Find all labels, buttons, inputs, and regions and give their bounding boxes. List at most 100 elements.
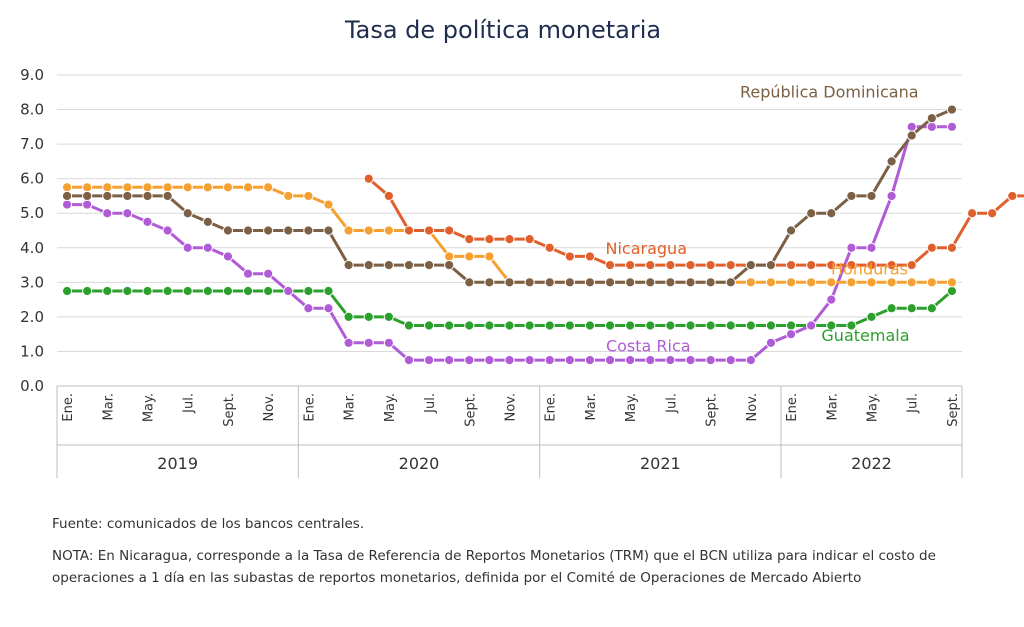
data-point-guatemala <box>61 285 73 297</box>
data-point-nicaragua <box>524 234 535 245</box>
data-point-republica-dominicana <box>363 259 374 271</box>
data-point-nicaragua <box>604 259 616 271</box>
data-point-costa-rica <box>906 121 917 132</box>
data-point-honduras <box>866 277 877 288</box>
data-point-republica-dominicana <box>604 277 616 288</box>
series-label: Honduras <box>831 260 908 279</box>
data-point-guatemala <box>524 320 535 331</box>
y-tick-label: 9.0 <box>20 66 44 84</box>
data-point-honduras <box>242 182 254 193</box>
data-point-costa-rica <box>946 121 958 132</box>
data-point-nicaragua <box>826 259 837 271</box>
axes: 0.0 1.0 2.0 3.0 4.0 5.0 6.0 7.0 8.0 9.0 2019 2020 20… <box>20 66 963 478</box>
data-point-republica-dominicana <box>745 259 756 271</box>
x-tick-label: May. <box>866 393 881 422</box>
data-point-republica-dominicana <box>785 225 797 236</box>
data-point-guatemala <box>242 285 254 297</box>
data-point-costa-rica <box>866 242 877 253</box>
data-point-costa-rica <box>584 354 596 366</box>
data-point-costa-rica <box>383 337 394 348</box>
data-point-republica-dominicana <box>886 156 897 167</box>
x-tick-label: Nov. <box>262 393 277 422</box>
data-point-guatemala <box>926 303 937 314</box>
data-point-costa-rica <box>102 208 113 219</box>
data-point-guatemala <box>705 320 716 331</box>
chart-title: Tasa de política monetaria <box>344 16 661 44</box>
data-point-costa-rica <box>665 354 676 366</box>
data-point-guatemala <box>122 285 133 297</box>
x-tick-label: Mar. <box>101 393 116 420</box>
data-point-honduras <box>444 251 455 262</box>
series-labels: República Dominicana Nicaragua Honduras Cos… <box>606 82 919 355</box>
data-point-costa-rica <box>403 354 415 366</box>
data-point-guatemala <box>102 285 113 297</box>
data-point-nicaragua <box>926 242 937 253</box>
data-point-guatemala <box>584 320 596 331</box>
y-tick-label: 8.0 <box>20 101 44 119</box>
data-point-republica-dominicana <box>162 190 173 202</box>
x-tick-label: Jul. <box>664 393 679 414</box>
data-point-republica-dominicana <box>484 277 495 288</box>
data-point-costa-rica <box>725 354 736 366</box>
data-point-guatemala <box>725 320 736 331</box>
data-point-nicaragua <box>464 234 475 245</box>
data-point-costa-rica <box>745 354 756 366</box>
data-point-republica-dominicana <box>403 259 415 271</box>
data-point-republica-dominicana <box>685 277 696 288</box>
data-point-costa-rica <box>142 216 153 227</box>
data-point-costa-rica <box>504 354 515 366</box>
data-point-guatemala <box>765 320 777 331</box>
data-point-guatemala <box>564 320 575 331</box>
chart-notes: Fuente: comunicados de los bancos centra… <box>52 513 972 599</box>
data-point-guatemala <box>182 285 193 297</box>
data-point-republica-dominicana <box>444 259 455 271</box>
data-point-costa-rica <box>61 199 73 210</box>
data-point-republica-dominicana <box>142 190 153 202</box>
data-point-republica-dominicana <box>564 277 575 288</box>
data-point-guatemala <box>403 320 415 331</box>
y-tick-label: 4.0 <box>20 239 44 257</box>
data-point-republica-dominicana <box>846 190 857 202</box>
data-point-costa-rica <box>464 354 475 366</box>
data-point-costa-rica <box>122 208 133 219</box>
data-point-republica-dominicana <box>182 208 193 219</box>
data-point-guatemala <box>946 285 958 297</box>
data-point-republica-dominicana <box>383 259 394 271</box>
data-point-republica-dominicana <box>102 190 113 202</box>
x-tick-label: Mar. <box>825 393 840 420</box>
data-point-honduras <box>283 190 294 202</box>
data-point-costa-rica <box>162 225 173 236</box>
data-point-honduras <box>323 199 334 210</box>
data-point-honduras <box>343 225 354 236</box>
x-tick-label: Jul. <box>906 393 921 414</box>
data-point-honduras <box>806 277 817 288</box>
data-point-honduras <box>263 182 274 193</box>
data-point-honduras <box>886 277 897 288</box>
data-point-costa-rica <box>806 320 817 331</box>
policy-rate-chart: Tasa de política monetaria 0.0 1.0 2.0 3.0 4… <box>20 16 1024 478</box>
data-point-republica-dominicana <box>866 190 877 202</box>
data-point-honduras <box>202 182 213 193</box>
data-point-costa-rica <box>182 242 193 253</box>
data-point-guatemala <box>444 320 455 331</box>
data-point-costa-rica <box>826 294 837 305</box>
year-label: 2022 <box>851 454 892 473</box>
data-point-costa-rica <box>82 199 93 210</box>
data-point-honduras <box>383 225 394 236</box>
data-point-costa-rica <box>343 337 354 348</box>
data-point-republica-dominicana <box>202 216 213 227</box>
data-point-republica-dominicana <box>464 277 475 288</box>
data-point-nicaragua <box>806 259 817 271</box>
x-tick-label: Sept. <box>463 393 478 427</box>
year-label: 2019 <box>157 454 198 473</box>
data-point-costa-rica <box>263 268 274 279</box>
y-tick-label: 7.0 <box>20 135 44 153</box>
data-point-guatemala <box>222 285 234 297</box>
data-point-republica-dominicana <box>584 277 596 288</box>
data-point-guatemala <box>82 285 93 297</box>
nicaragua-note: NOTA: En Nicaragua, corresponde a la Tas… <box>52 548 936 586</box>
data-point-nicaragua <box>544 242 555 253</box>
data-point-republica-dominicana <box>806 208 817 219</box>
x-tick-label: Jul. <box>182 393 197 414</box>
x-tick-label: Sept. <box>946 393 961 427</box>
